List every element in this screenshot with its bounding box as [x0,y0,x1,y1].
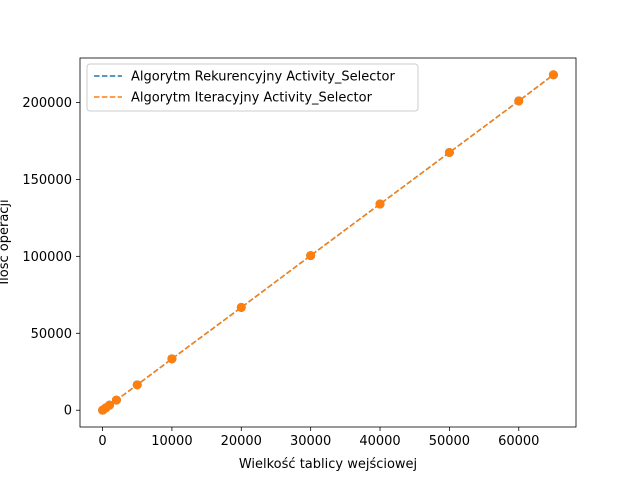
series-2-point [236,302,246,312]
x-tick-label: 40000 [359,434,400,449]
y-axis-title: Ilość operacji [0,199,12,284]
series-2-point [444,147,454,157]
y-tick-label: 100000 [22,250,72,265]
y-tick-label: 200000 [22,96,72,111]
x-tick-label: 20000 [221,434,262,449]
legend: Algorytm Rekurencyjny Activity_Selector A… [86,63,419,112]
x-tick-label: 50000 [429,434,470,449]
y-axis: 0 50000 100000 150000 200000 [22,96,80,419]
legend-label: Algorytm Iteracyjny Activity_Selector [131,91,373,106]
series-2-point [514,96,524,106]
series-2-point [548,70,558,80]
x-tick-label: 0 [98,434,106,449]
x-tick-label: 30000 [290,434,331,449]
series-2-point [111,395,121,405]
y-tick-label: 50000 [31,327,72,342]
series-2-point [132,380,142,390]
x-axis: 0 10000 20000 30000 40000 50000 60000 [98,427,539,449]
y-tick-label: 0 [64,404,72,419]
series-2-point [167,354,177,364]
legend-label: Algorytm Rekurencyjny Activity_Selector [131,70,395,85]
series-2-point [104,400,114,410]
plot-frame [79,57,577,428]
x-tick-label: 10000 [151,434,192,449]
series-2-point [375,199,385,209]
y-tick-label: 150000 [22,173,72,188]
legend-box [86,63,419,112]
x-axis-title: Wielkość tablicy wejściowej [239,457,417,472]
x-tick-label: 60000 [498,434,539,449]
series-2-point [306,251,316,261]
series-layer [98,70,558,415]
